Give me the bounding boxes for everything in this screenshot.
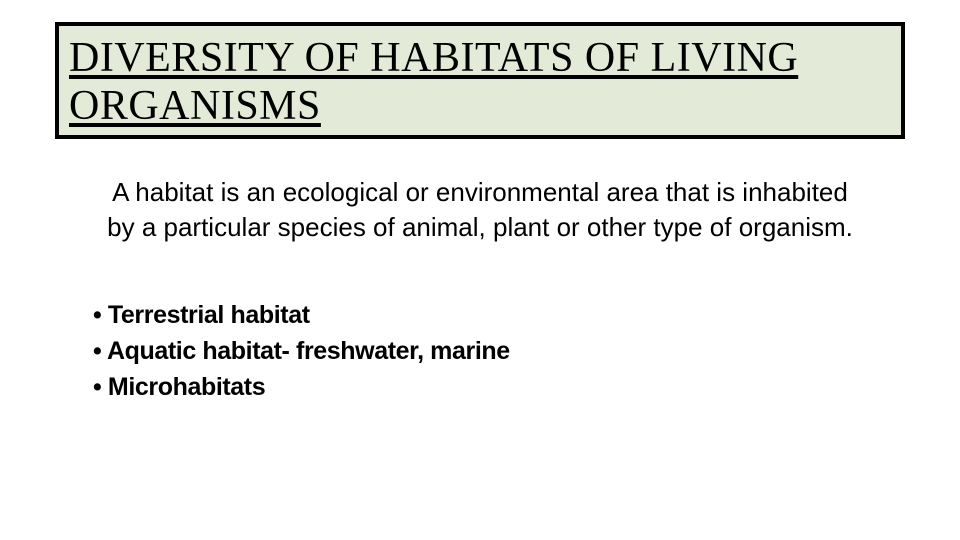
list-item: Microhabitats (93, 369, 905, 405)
bullet-list: Terrestrial habitat Aquatic habitat- fre… (55, 297, 905, 406)
body-paragraph: A habitat is an ecological or environmen… (100, 175, 860, 245)
slide-title: DIVERSITY OF HABITATS OF LIVING ORGANISM… (69, 34, 891, 131)
slide: DIVERSITY OF HABITATS OF LIVING ORGANISM… (0, 0, 960, 540)
list-item: Terrestrial habitat (93, 297, 905, 333)
list-item: Aquatic habitat- freshwater, marine (93, 333, 905, 369)
title-box: DIVERSITY OF HABITATS OF LIVING ORGANISM… (55, 22, 905, 139)
